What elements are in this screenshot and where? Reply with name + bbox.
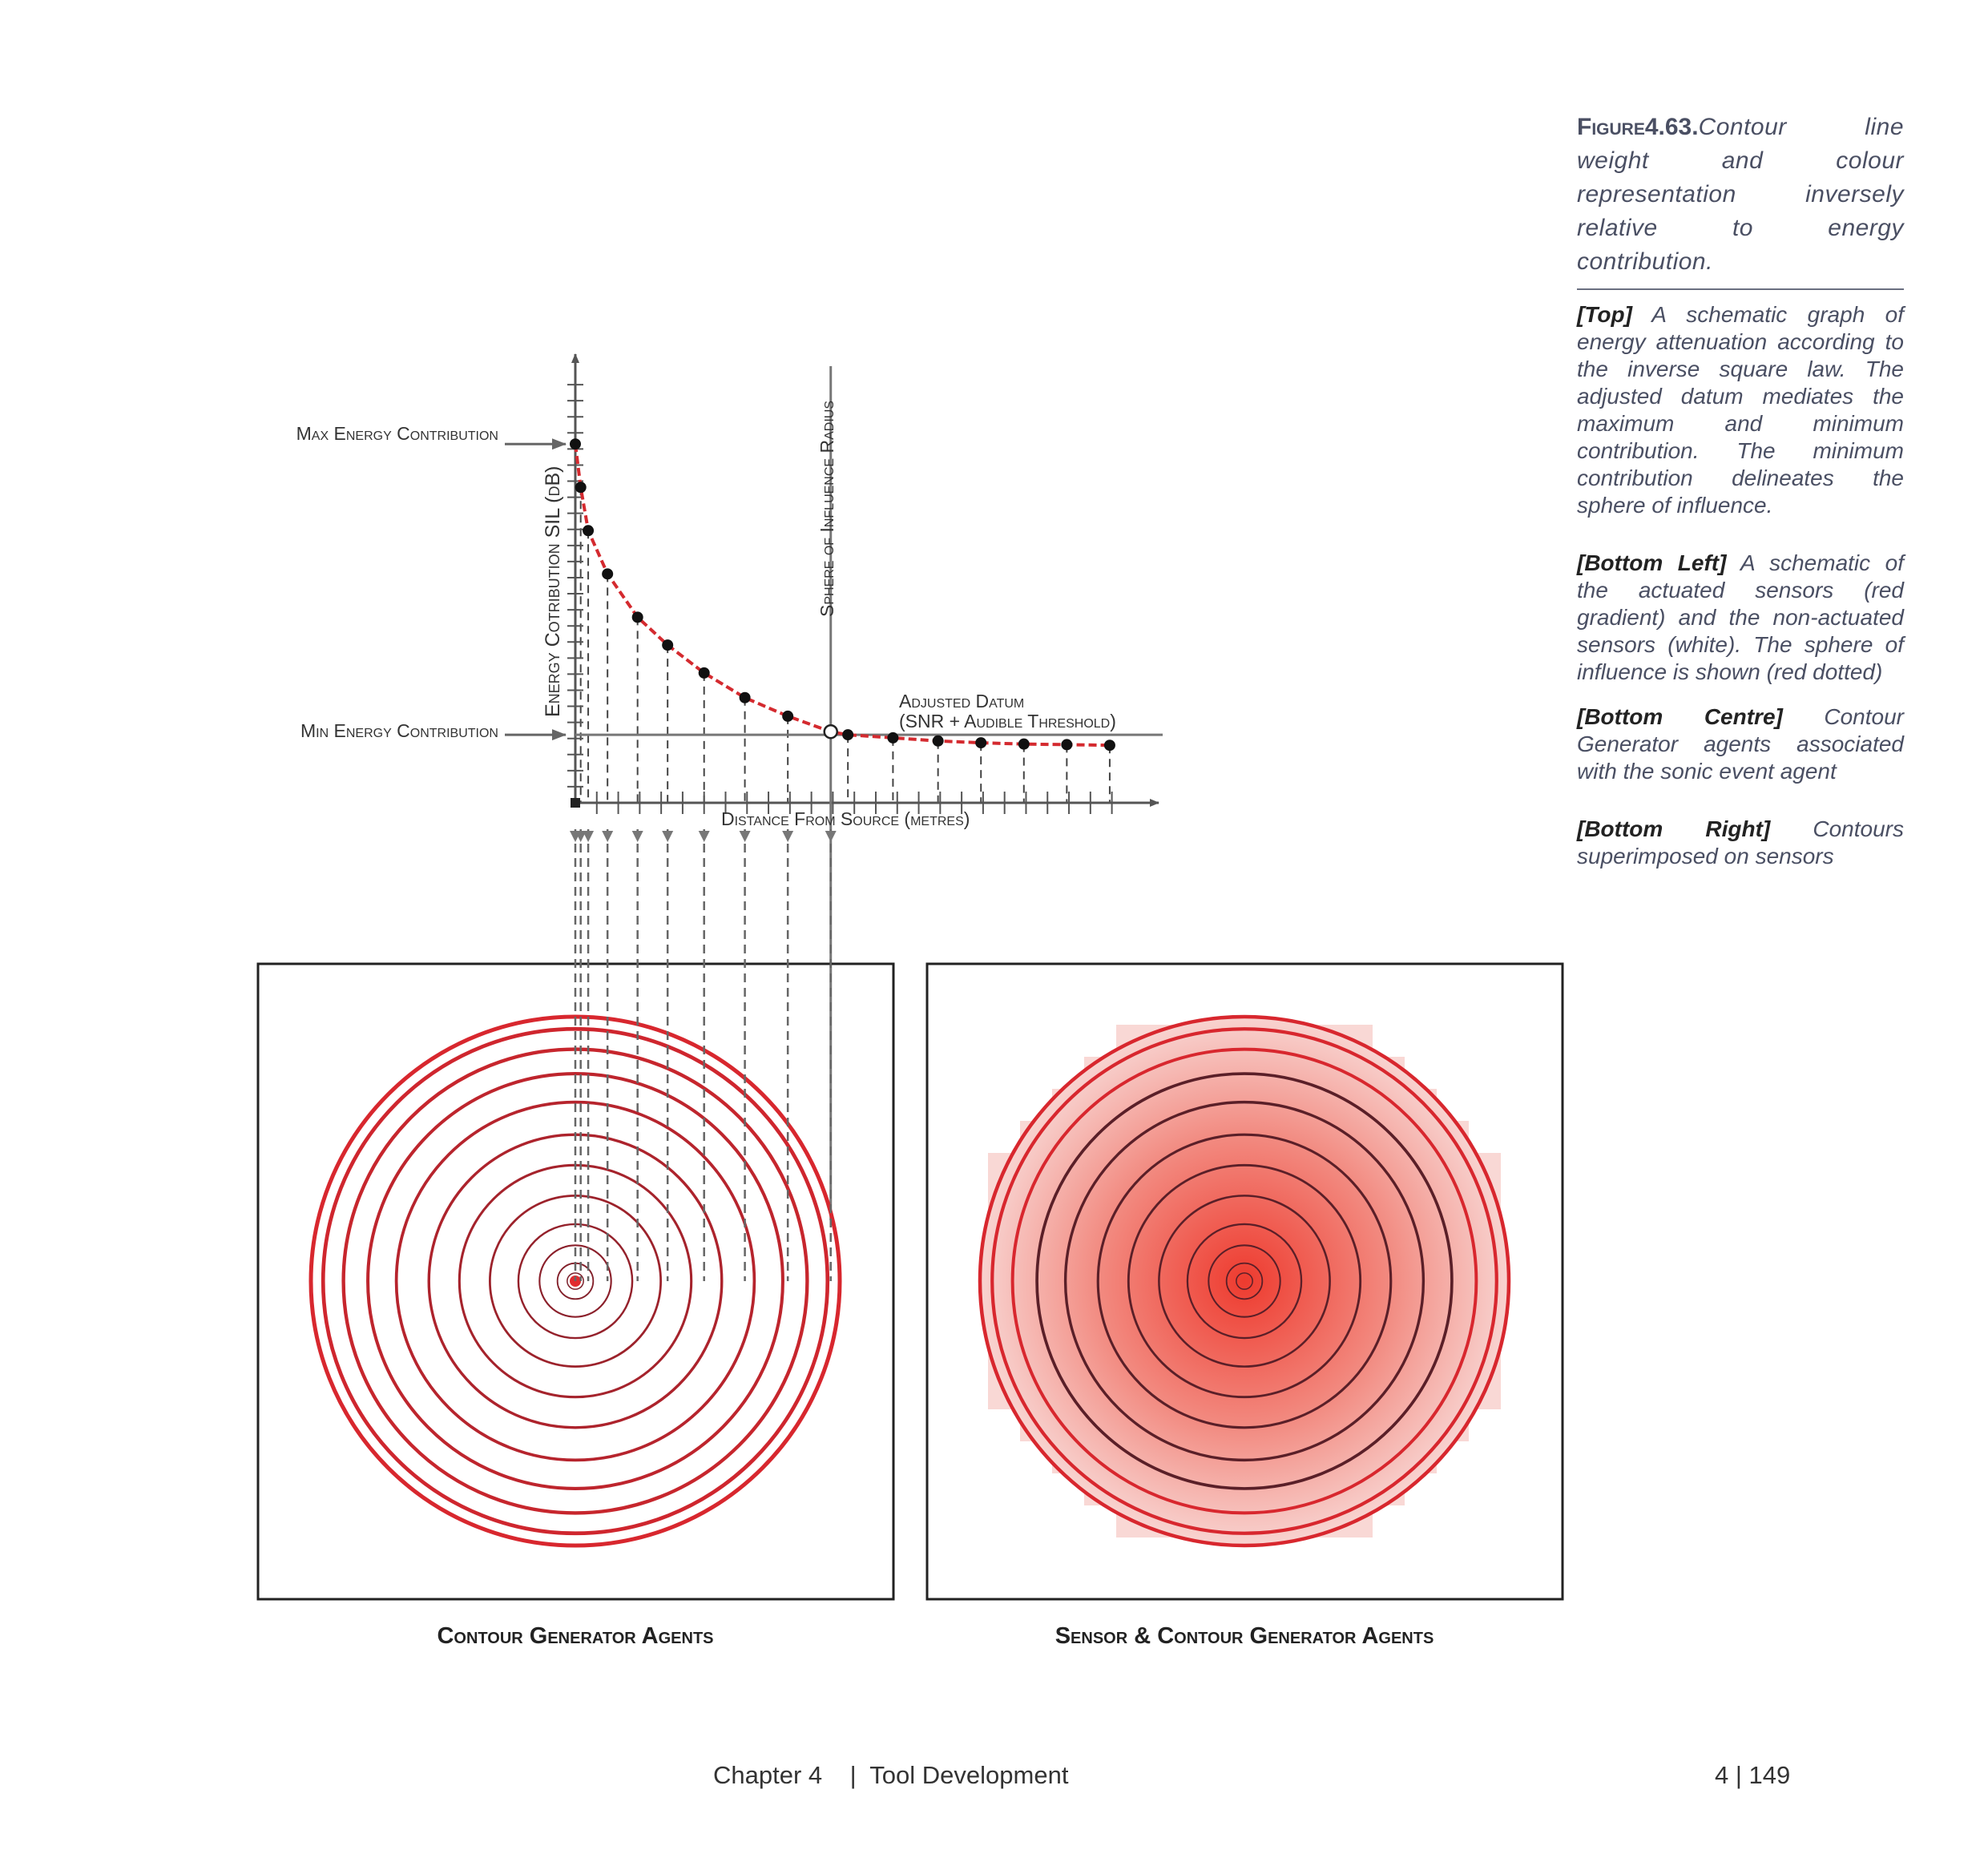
caption-title-text: Contour line weight and colour represent…: [1577, 114, 1904, 275]
contour-ring: [1225, 1262, 1264, 1300]
data-point: [602, 568, 614, 580]
projection-arrow: [739, 831, 751, 842]
contour-ring: [321, 1026, 830, 1536]
contour-ring: [1096, 1133, 1393, 1429]
data-point: [698, 667, 710, 679]
adjusted-datum-label: Adjusted Datum: [899, 691, 1024, 711]
caption-bottom-left-tag: [Bottom Left]: [1577, 550, 1727, 575]
sensor-gradient-disc: [980, 1017, 1509, 1546]
caption-bottom-centre: [Bottom Centre] Contour Generator agents…: [1577, 703, 1904, 785]
data-point: [583, 525, 595, 537]
data-point: [631, 611, 643, 623]
data-point: [662, 639, 674, 651]
contour-ring: [1127, 1163, 1362, 1399]
caption-bottom-right-tag: [Bottom Right]: [1577, 816, 1771, 841]
max-energy-label: Max Energy Contribution: [296, 423, 498, 444]
contour-ring: [1158, 1195, 1331, 1368]
projection-lines: [570, 829, 837, 1281]
data-point: [570, 438, 581, 450]
projection-arrow: [631, 831, 643, 842]
contour-rings-overlay: [978, 1014, 1511, 1548]
data-points: [570, 438, 1115, 752]
contour-ring: [1236, 1272, 1253, 1290]
data-point: [887, 731, 899, 744]
contour-ring: [1010, 1047, 1478, 1515]
footer-chapter: Chapter 4 | Tool Development: [713, 1761, 1069, 1789]
y-axis-label: Energy Cotribution SIL (dB): [542, 466, 564, 718]
contour-ring: [567, 1272, 584, 1290]
page-number: 4 | 149: [1715, 1761, 1791, 1789]
sensor-contour-panel: [925, 962, 1564, 1601]
caption-top-text: A schematic graph of energy attenuation …: [1577, 302, 1904, 518]
caption-divider: [1577, 288, 1904, 290]
caption-title: Figure4.63.Contour line weight and colou…: [1577, 111, 1904, 279]
drop-lines: [575, 444, 1111, 803]
data-point: [975, 737, 987, 749]
projection-arrow: [575, 831, 587, 842]
caption-bottom-right-text: Contours superimposed on sensors: [1577, 816, 1904, 868]
attenuation-chart: Energy Cotribution SIL (dB) Distance Fro…: [296, 353, 1163, 1220]
contour-ring: [978, 1014, 1511, 1548]
data-point: [575, 482, 587, 494]
min-energy-label: Min Energy Contribution: [300, 720, 498, 741]
data-point: [842, 729, 854, 741]
projection-arrow: [662, 831, 674, 842]
projection-arrow: [782, 831, 794, 842]
contour-generator-agents-label: Contour Generator Agents: [437, 1623, 713, 1649]
contour-ring: [538, 1244, 612, 1318]
contour-ring: [394, 1100, 756, 1462]
caption-bottom-right: [Bottom Right] Contours superimposed on …: [1577, 816, 1904, 870]
projection-arrow: [698, 831, 710, 842]
adjusted-datum-sublabel: (SNR + Audible Threshold): [899, 711, 1116, 731]
caption-bottom-centre-text: Contour Generator agents associated with…: [1577, 704, 1904, 784]
sphere-boundary-point: [823, 723, 838, 740]
caption-bottom-left: [Bottom Left] A schematic of the actuate…: [1577, 550, 1904, 686]
data-point: [1103, 740, 1115, 752]
data-point: [1061, 739, 1073, 751]
sensor-contour-agents-label: Sensor & Contour Generator Agents: [1055, 1623, 1434, 1649]
sphere-radius-label: Sphere of Influence Radius: [817, 401, 837, 617]
contour-ring: [366, 1072, 784, 1490]
contour-generator-panel: [256, 962, 895, 1601]
figure-label: Figure4.63.: [1577, 114, 1699, 140]
figure-caption: Figure4.63.Contour line weight and colou…: [1577, 111, 1904, 888]
caption-bottom-centre-tag: [Bottom Centre]: [1577, 704, 1783, 729]
contour-ring: [1063, 1100, 1425, 1462]
chart-ticks: [567, 384, 1113, 814]
contour-ring: [1186, 1223, 1303, 1340]
caption-top: [Top] A schematic graph of energy attenu…: [1577, 301, 1904, 519]
contour-ring: [1208, 1244, 1281, 1318]
contour-ring: [1035, 1072, 1454, 1490]
projection-arrow: [602, 831, 614, 842]
x-axis-label: Distance From Source (metres): [721, 808, 970, 829]
caption-top-tag: [Top]: [1577, 302, 1632, 327]
contour-ring: [990, 1027, 1498, 1535]
data-point: [932, 735, 944, 747]
caption-bottom-left-text: A schematic of the actuated sensors (red…: [1577, 550, 1905, 684]
data-point: [782, 710, 794, 722]
data-point: [1018, 738, 1030, 750]
projection-arrow: [825, 831, 837, 842]
attenuation-curve: [574, 443, 1110, 748]
data-point: [739, 691, 751, 703]
origin-marker: [571, 798, 580, 808]
projection-arrow: [583, 831, 595, 842]
